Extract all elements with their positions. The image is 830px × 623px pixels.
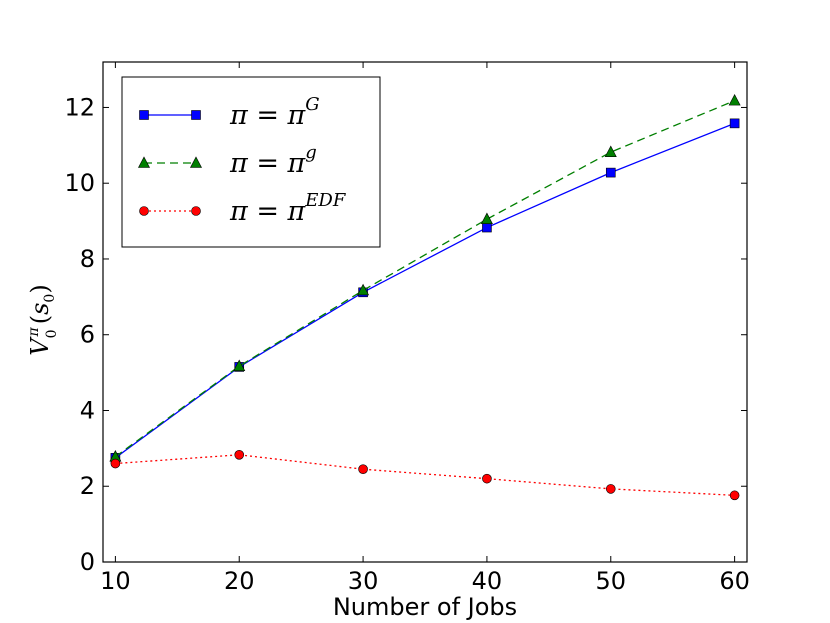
y-label-sub: 0 (44, 329, 60, 338)
x-axis-label: Number of Jobs (333, 593, 517, 621)
x-tick-label: 60 (719, 567, 750, 595)
legend-label: π = πG (229, 94, 320, 131)
data-point (605, 167, 616, 178)
data-point (480, 212, 493, 224)
y-tick-label: 6 (80, 321, 95, 349)
legend-box (121, 76, 381, 248)
y-label-v: V (26, 336, 54, 356)
y-label-sup: π (26, 326, 42, 337)
data-point (604, 145, 617, 157)
y-label-s-sub: 0 (42, 294, 58, 303)
x-tick-label: 40 (472, 567, 503, 595)
data-point (110, 458, 121, 469)
legend-marker (191, 110, 201, 120)
legend-marker (139, 206, 149, 216)
legend-label: π = πEDF (229, 190, 347, 227)
series-circle (110, 450, 740, 501)
y-axis-label: V0π(s0) (26, 284, 60, 355)
y-label-close: ) (26, 284, 54, 293)
y-label-s: s (26, 303, 54, 315)
legend-marker (190, 156, 202, 168)
series-line (115, 454, 735, 496)
data-point (605, 484, 616, 494)
legend-marker (139, 110, 149, 120)
y-label-open: ( (26, 315, 54, 324)
data-point (729, 490, 740, 501)
legend-entry: π = πG (139, 94, 320, 131)
plot-frame (102, 61, 748, 563)
legend-entry: π = πg (138, 142, 317, 179)
data-point (358, 464, 368, 474)
legend-marker (191, 206, 201, 216)
y-tick-label: 4 (80, 396, 95, 424)
y-tick-label: 0 (80, 548, 95, 576)
x-tick-label: 10 (100, 567, 131, 595)
y-tick-label: 2 (80, 472, 95, 500)
legend-label: π = πg (229, 142, 317, 179)
data-point (482, 222, 492, 233)
y-tick-label: 10 (64, 169, 95, 197)
axis-ticks: 10 20 30 40 50 60 0 2 4 6 8 10 12 (64, 62, 750, 595)
data-point (234, 450, 245, 460)
series-triangle (109, 93, 741, 462)
data-point (482, 473, 492, 484)
data-point (233, 359, 246, 371)
legend-entry: π = πEDF (139, 190, 347, 227)
x-tick-label: 20 (224, 567, 255, 595)
data-point (357, 283, 370, 296)
x-tick-label: 50 (595, 567, 626, 595)
legend-marker (138, 156, 150, 168)
y-tick-label: 12 (64, 93, 95, 121)
series-line (115, 100, 735, 458)
svg-text:V0π(s0): V0π(s0) (26, 284, 60, 355)
y-tick-label: 8 (80, 245, 95, 273)
legend: π = πG π = πg π = πEDF (121, 76, 381, 248)
series-line (114, 122, 735, 459)
plot-area (109, 93, 741, 501)
x-tick-label: 30 (348, 567, 379, 595)
data-point (729, 118, 740, 129)
data-point (728, 93, 741, 106)
